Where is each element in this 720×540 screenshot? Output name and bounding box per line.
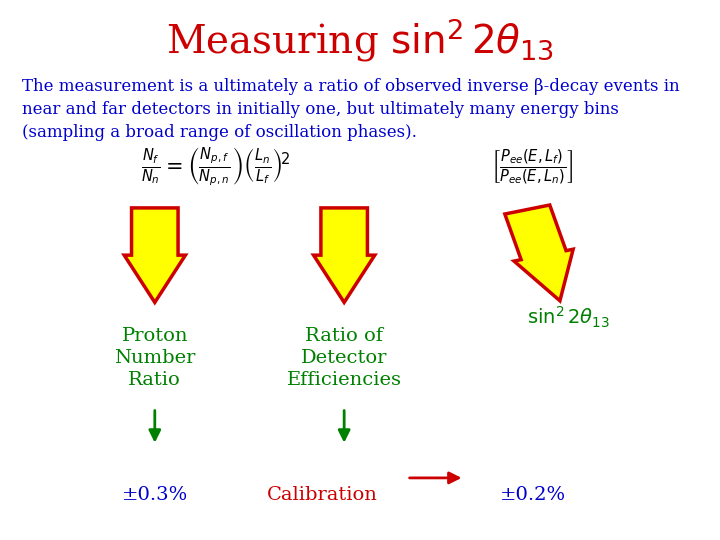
Polygon shape (505, 205, 573, 301)
Text: Proton
Number
Ratio: Proton Number Ratio (114, 327, 196, 389)
Text: Ratio of
Detector
Efficiencies: Ratio of Detector Efficiencies (287, 327, 402, 389)
Text: $\frac{N_f}{N_n} = \left(\frac{N_{p,f}}{N_{p,n}}\right)\left(\frac{L_n}{L_f}\rig: $\frac{N_f}{N_n} = \left(\frac{N_{p,f}}{… (141, 146, 291, 189)
Text: ±0.3%: ±0.3% (122, 486, 188, 504)
Text: $\sin^2 2\theta_{13}$: $\sin^2 2\theta_{13}$ (527, 305, 611, 330)
Polygon shape (314, 208, 374, 302)
Text: Measuring $\sin^2 2\theta_{13}$: Measuring $\sin^2 2\theta_{13}$ (166, 16, 554, 64)
Polygon shape (124, 208, 186, 302)
Text: The measurement is a ultimately a ratio of observed inverse β-decay events in
ne: The measurement is a ultimately a ratio … (22, 78, 679, 141)
Text: $\left[\frac{P_{ee}(E,L_f)}{P_{ee}(E,L_n)}\right]$: $\left[\frac{P_{ee}(E,L_f)}{P_{ee}(E,L_n… (492, 147, 574, 187)
Text: Calibration: Calibration (267, 486, 378, 504)
Text: ±0.2%: ±0.2% (500, 486, 566, 504)
